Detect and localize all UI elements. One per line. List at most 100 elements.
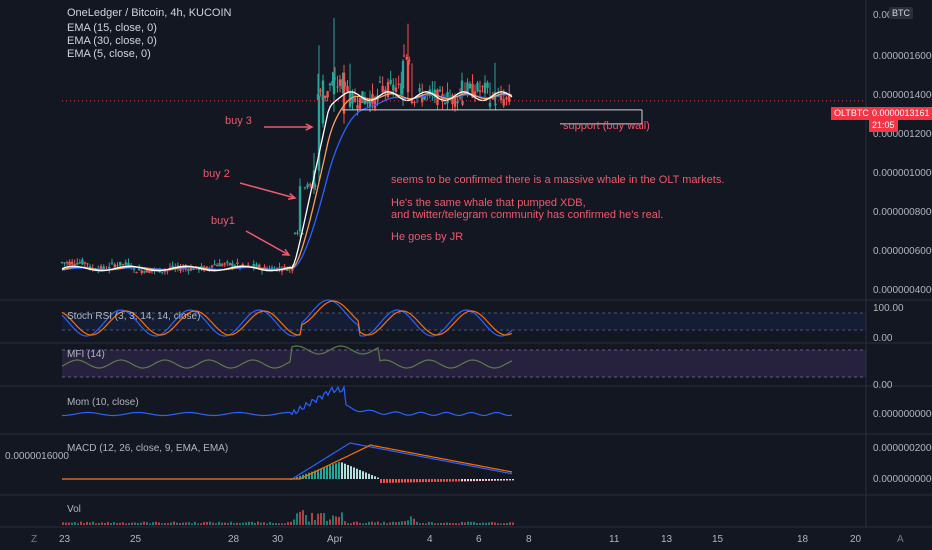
momentum-label[interactable]: Mom (10, close) xyxy=(67,397,139,408)
ema30-legend[interactable]: EMA (30, close, 0) xyxy=(67,35,157,47)
zoom-button[interactable]: Z xyxy=(31,534,38,545)
candle-body xyxy=(166,270,169,272)
volume-bar xyxy=(71,522,73,525)
macd-histogram-bar xyxy=(455,479,457,482)
candle-body xyxy=(68,261,71,266)
macd-histogram-bar xyxy=(416,479,418,483)
volume-bar xyxy=(335,516,337,525)
candle-body xyxy=(135,272,138,274)
volume-bar xyxy=(290,521,292,525)
candle-body xyxy=(373,97,377,109)
volume-bar xyxy=(350,523,352,525)
ema15-legend[interactable]: EMA (15, close, 0) xyxy=(67,22,157,34)
candle-body xyxy=(145,268,149,273)
candle-body xyxy=(76,262,79,265)
volume-bar xyxy=(203,522,205,525)
macd-histogram-bar xyxy=(371,475,373,479)
candle-body xyxy=(231,263,234,267)
candle-body xyxy=(332,72,336,95)
time-tick: 23 xyxy=(59,534,71,545)
candle-body xyxy=(210,265,214,268)
candle-body xyxy=(324,95,327,99)
candle-body xyxy=(280,270,284,272)
volume-bar xyxy=(275,523,277,525)
candle-body xyxy=(137,268,141,271)
candle-body xyxy=(286,269,289,271)
volume-bar xyxy=(512,522,514,525)
volume-bar xyxy=(254,523,256,525)
candle-body xyxy=(303,187,307,189)
volume-bar xyxy=(251,521,253,525)
macd-tick: 0.0000000000 xyxy=(873,474,932,485)
candle-body xyxy=(341,79,344,89)
candle-body xyxy=(311,186,314,188)
candle-body xyxy=(478,90,482,92)
volume-bar xyxy=(374,522,376,525)
ema5-legend[interactable]: EMA (5, close, 0) xyxy=(67,48,151,60)
annotation-note-line1[interactable]: seems to be confirmed there is a massive… xyxy=(391,174,725,186)
price-tick: 0.0000006000 xyxy=(873,246,932,257)
candle-body xyxy=(358,97,362,109)
countdown-tag: 21:05 xyxy=(869,119,898,132)
annotation-buy1[interactable]: buy1 xyxy=(211,215,235,227)
volume-bar xyxy=(389,522,391,525)
candle-body xyxy=(471,83,474,98)
volume-bar xyxy=(443,522,445,525)
macd-histogram-bar xyxy=(296,476,298,479)
candle-body xyxy=(258,264,261,268)
macd-histogram-bar xyxy=(398,479,400,483)
candle-body xyxy=(306,184,309,188)
annotation-note-line4[interactable]: He goes by JR xyxy=(391,231,464,243)
annotation-note-line2[interactable]: He's the same whale that pumped XDB, xyxy=(391,197,586,209)
candle-body xyxy=(314,185,317,187)
volume-bar xyxy=(209,521,211,525)
volume-bar xyxy=(236,522,238,525)
macd-label[interactable]: MACD (12, 26, close, 9, EMA, EMA) xyxy=(67,443,229,454)
annotation-support[interactable]: support (buy wall) xyxy=(563,120,650,132)
stoch-rsi-label[interactable]: Stoch RSI (3, 3, 14, 14, close) xyxy=(67,311,201,322)
macd-histogram-bar xyxy=(470,479,472,482)
volume-bar xyxy=(230,521,232,525)
volume-bar xyxy=(62,522,64,525)
volume-bar xyxy=(470,521,472,525)
volume-bar xyxy=(227,523,229,525)
volume-bar xyxy=(68,522,70,525)
macd-histogram-bar xyxy=(479,479,481,482)
volume-bar xyxy=(218,521,220,525)
candle-body xyxy=(368,98,372,107)
volume-bar xyxy=(287,522,289,525)
macd-histogram-bar xyxy=(380,479,382,483)
mfi-label[interactable]: MFI (14) xyxy=(67,349,105,360)
macd-histogram-bar xyxy=(437,479,439,482)
macd-histogram-bar xyxy=(491,479,493,481)
candle-body xyxy=(220,264,224,266)
volume-bar xyxy=(65,522,67,525)
candle-body xyxy=(161,271,164,273)
macd-histogram-bar xyxy=(329,465,331,479)
mom-tick: 0.0000000000 xyxy=(873,409,932,420)
volume-bar xyxy=(320,513,322,525)
candle-body xyxy=(150,270,154,272)
candle-body xyxy=(336,86,339,88)
candle-body xyxy=(291,267,294,271)
volume-label[interactable]: Vol xyxy=(67,504,81,515)
candle-body xyxy=(63,262,66,264)
volume-bar xyxy=(296,513,298,525)
annotation-buy3[interactable]: buy 3 xyxy=(225,115,252,127)
candle-body xyxy=(386,82,390,98)
annotation-buy2[interactable]: buy 2 xyxy=(203,168,230,180)
time-tick: 25 xyxy=(130,534,142,545)
volume-bar xyxy=(74,522,76,525)
auto-scale-button[interactable]: A xyxy=(897,534,904,545)
volume-bar xyxy=(308,521,310,525)
macd-histogram-bar xyxy=(383,479,385,483)
volume-bar xyxy=(401,521,403,525)
annotation-note-line3[interactable]: and twitter/telegram community has confi… xyxy=(391,209,664,221)
unit-badge[interactable]: BTC xyxy=(889,7,913,19)
candle-body xyxy=(428,89,432,94)
candle-body xyxy=(108,266,111,270)
candle-body xyxy=(418,88,421,92)
candle-body xyxy=(401,60,405,89)
candle-body xyxy=(438,89,442,92)
